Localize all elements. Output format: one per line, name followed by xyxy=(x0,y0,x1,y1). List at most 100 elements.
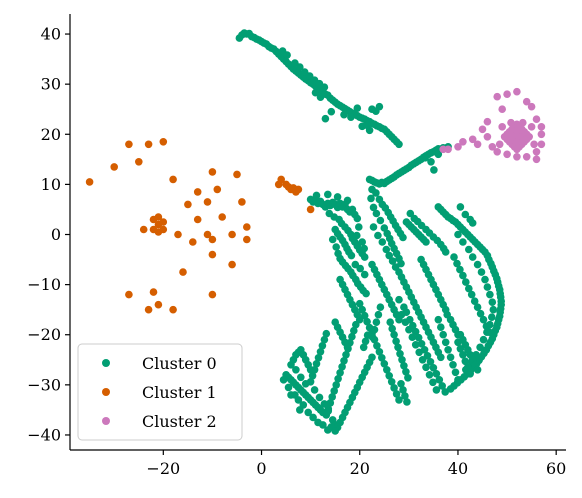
data-point xyxy=(426,358,435,366)
data-point xyxy=(459,351,467,359)
legend-label-cluster-0: Cluster 0 xyxy=(142,354,217,373)
data-point xyxy=(387,378,396,386)
data-point xyxy=(476,309,485,318)
data-point xyxy=(478,125,487,134)
data-point xyxy=(429,364,438,372)
data-point xyxy=(85,178,94,186)
data-point xyxy=(369,203,378,212)
x-tick-label: 20 xyxy=(350,459,370,478)
data-point xyxy=(372,318,381,327)
series-cluster-0 xyxy=(235,29,506,435)
legend-marker-cluster-2 xyxy=(102,417,110,425)
data-point xyxy=(331,318,340,327)
y-tick-label: −20 xyxy=(27,325,61,344)
data-point xyxy=(316,348,325,356)
data-point xyxy=(454,338,462,347)
y-tick-label: 40 xyxy=(41,25,61,44)
data-point xyxy=(332,243,341,251)
data-point xyxy=(368,353,376,362)
data-point xyxy=(522,97,531,106)
data-point xyxy=(468,253,477,261)
data-point xyxy=(372,189,380,197)
data-point xyxy=(456,345,465,353)
data-point xyxy=(430,166,438,174)
data-point xyxy=(385,251,394,260)
data-point xyxy=(513,87,521,96)
y-tick-label: 30 xyxy=(41,75,61,94)
legend: Cluster 0 Cluster 1 Cluster 2 xyxy=(77,343,243,441)
data-point xyxy=(513,153,521,161)
data-point xyxy=(228,260,236,269)
data-point xyxy=(376,216,385,225)
data-point xyxy=(388,324,397,333)
data-point xyxy=(189,238,197,246)
data-point xyxy=(184,200,192,209)
data-point xyxy=(154,220,163,229)
data-point xyxy=(284,383,293,392)
data-point xyxy=(359,343,368,352)
data-point xyxy=(422,363,430,372)
data-point xyxy=(488,143,497,151)
y-tick-label: 0 xyxy=(51,225,61,244)
data-point xyxy=(441,248,450,256)
data-point xyxy=(294,185,303,194)
data-point xyxy=(154,228,163,236)
x-tick-label: −20 xyxy=(146,459,180,478)
legend-marker-cluster-0 xyxy=(102,359,110,367)
data-point xyxy=(319,421,327,429)
data-point xyxy=(438,382,447,390)
data-point xyxy=(390,330,398,339)
data-point xyxy=(450,253,458,261)
data-point xyxy=(203,230,212,239)
data-point xyxy=(315,393,324,402)
data-point xyxy=(139,225,148,234)
data-point xyxy=(363,331,372,340)
data-point xyxy=(537,140,546,149)
data-point xyxy=(454,230,462,239)
data-point xyxy=(367,194,375,203)
data-point xyxy=(456,265,464,274)
data-point xyxy=(363,317,371,326)
data-point xyxy=(347,113,355,121)
data-point xyxy=(493,148,502,156)
data-point xyxy=(310,386,319,394)
data-point xyxy=(532,155,541,164)
data-point xyxy=(411,341,420,349)
data-point xyxy=(320,400,329,408)
data-point xyxy=(396,350,404,358)
data-point xyxy=(495,140,504,149)
data-point xyxy=(360,253,369,261)
data-point xyxy=(482,322,491,331)
y-tick-label: 10 xyxy=(41,175,61,194)
data-point xyxy=(368,105,376,113)
data-point xyxy=(454,330,462,339)
data-point xyxy=(400,362,408,370)
data-point xyxy=(328,235,337,244)
x-tick-label: 60 xyxy=(546,459,566,478)
data-point xyxy=(503,150,511,159)
data-point xyxy=(437,353,445,362)
data-point xyxy=(330,387,339,395)
data-point xyxy=(461,357,470,366)
data-point xyxy=(513,138,521,146)
data-point xyxy=(401,392,409,400)
data-point xyxy=(488,313,496,322)
legend-marker-cluster-1 xyxy=(102,388,110,396)
data-point xyxy=(360,270,369,279)
data-point xyxy=(361,337,370,346)
data-point xyxy=(353,104,362,112)
data-point xyxy=(427,158,435,166)
points-layer xyxy=(85,29,546,435)
data-point xyxy=(486,290,494,299)
data-point xyxy=(459,238,467,246)
data-point xyxy=(378,238,387,246)
data-point xyxy=(228,230,236,239)
data-point xyxy=(395,315,403,324)
data-point xyxy=(464,363,472,372)
data-point xyxy=(179,268,187,276)
data-point xyxy=(208,168,217,176)
data-point xyxy=(306,205,315,214)
data-point xyxy=(243,223,251,231)
data-point xyxy=(208,250,217,259)
